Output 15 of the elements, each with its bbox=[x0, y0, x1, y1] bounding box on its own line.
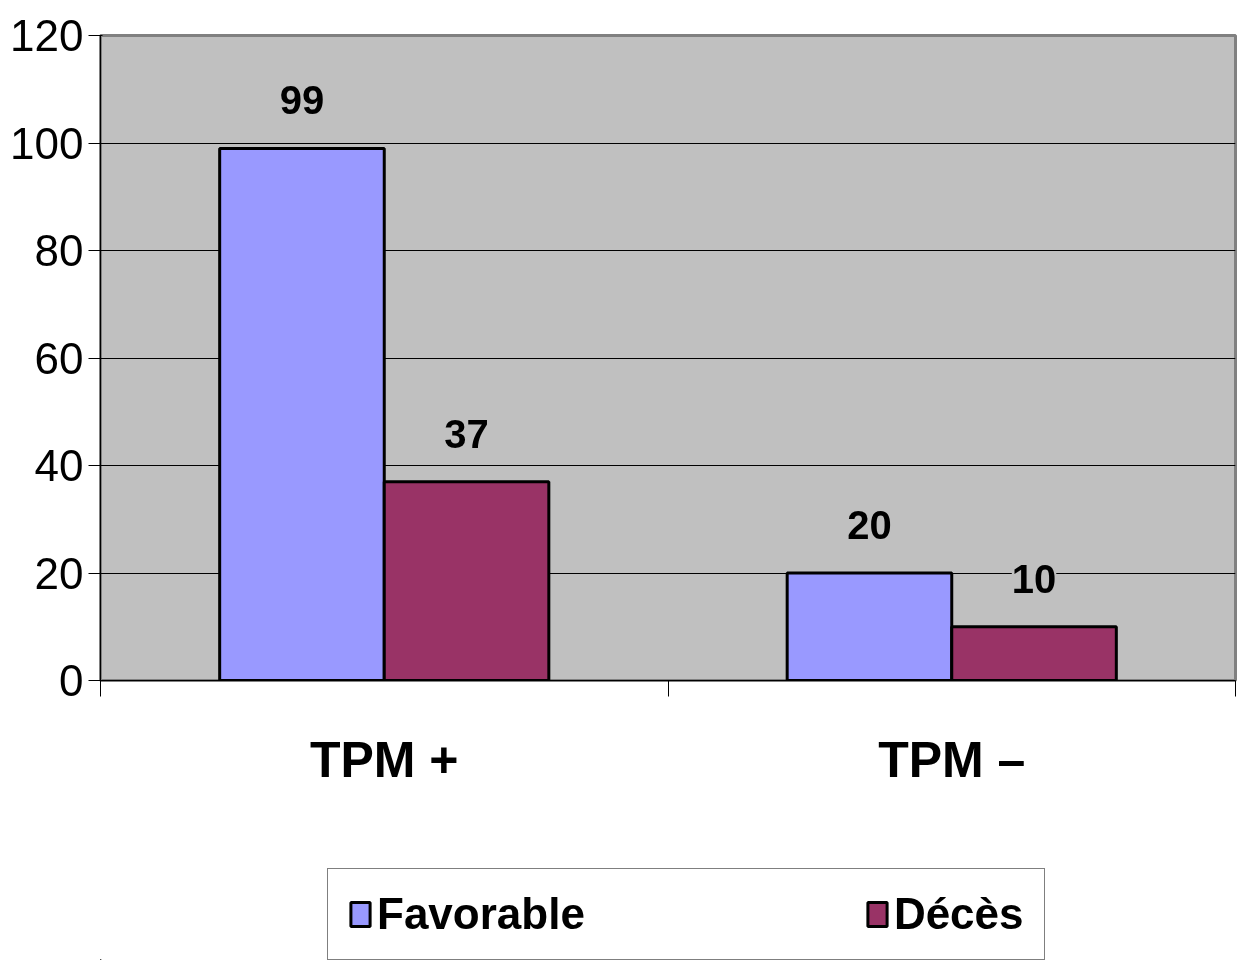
y-tick-label: 80 bbox=[34, 226, 84, 275]
data-label: 99 bbox=[279, 78, 325, 123]
legend-label: Décès bbox=[893, 889, 1024, 939]
y-tick-label: 0 bbox=[59, 656, 84, 705]
x-tick-label: TPM + bbox=[309, 731, 459, 788]
y-tick-label: 120 bbox=[10, 11, 84, 60]
data-label: 10 bbox=[1011, 556, 1057, 601]
y-tick-label: 100 bbox=[10, 118, 84, 168]
data-label: 20 bbox=[847, 503, 892, 547]
x-tick-label: TPM – bbox=[878, 731, 1026, 788]
y-tick-label: 60 bbox=[34, 333, 84, 383]
data-label: 37 bbox=[444, 411, 489, 456]
y-tick-label: 20 bbox=[34, 548, 84, 598]
y-tick-label: 40 bbox=[34, 441, 84, 490]
legend-label: Favorable bbox=[377, 889, 585, 939]
